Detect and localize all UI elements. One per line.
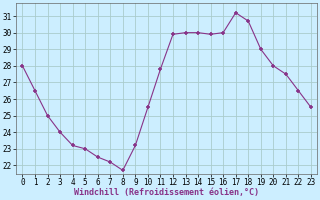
- X-axis label: Windchill (Refroidissement éolien,°C): Windchill (Refroidissement éolien,°C): [74, 188, 259, 197]
